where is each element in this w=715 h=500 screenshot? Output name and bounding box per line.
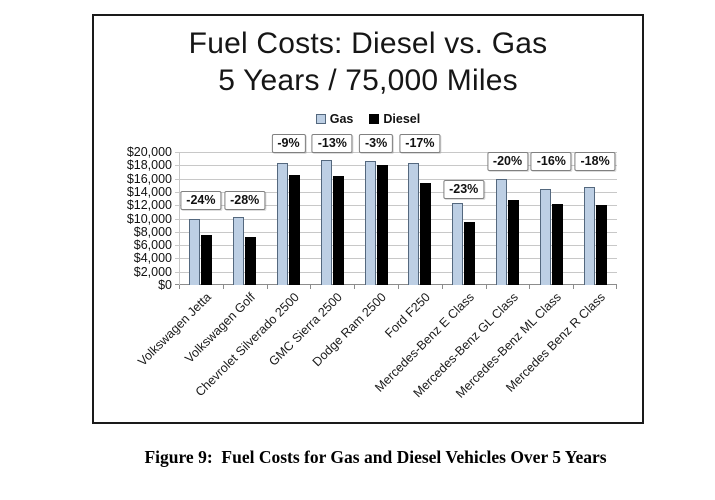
pct-diff-callout: -13%	[311, 134, 353, 154]
gridline	[175, 192, 617, 193]
y-tick-label: $4,000	[133, 251, 172, 266]
y-tick-label: $8,000	[133, 224, 172, 239]
diesel-bar	[245, 236, 257, 285]
bar-group	[529, 152, 573, 285]
diesel-bar	[464, 221, 476, 285]
gridline	[175, 219, 617, 220]
diesel-bar	[595, 204, 607, 285]
gas-bar	[364, 161, 376, 285]
x-axis-tick	[223, 285, 224, 289]
x-axis-tick	[179, 285, 180, 289]
pct-diff-callout: -9%	[271, 134, 306, 154]
plot-area: -24% -28% -9% -13% -3% -17% -23% -20% -16% -18%	[175, 134, 617, 289]
legend-item-gas: Gas	[315, 112, 354, 126]
diesel-bar	[201, 234, 213, 285]
gas-bar	[276, 163, 288, 285]
chart-title-line1: Fuel Costs: Diesel vs. Gas	[188, 27, 548, 60]
bar-group	[267, 152, 311, 285]
x-axis-tick	[616, 285, 617, 289]
y-tick-label: $6,000	[133, 238, 172, 253]
gas-bar	[320, 160, 332, 285]
pct-diff-callout: -20%	[486, 152, 529, 172]
pct-diff-callout: -16%	[530, 152, 572, 172]
x-axis-tick	[486, 285, 487, 289]
gas-bar	[189, 218, 201, 285]
y-tick-label: $14,000	[126, 184, 172, 199]
diesel-bar	[551, 203, 563, 285]
bar-group	[442, 152, 486, 285]
gridline	[175, 272, 617, 273]
y-tick-label: $12,000	[126, 198, 172, 213]
bar-group	[179, 152, 223, 285]
chart-title-line2: 5 Years / 75,000 Miles	[218, 64, 518, 97]
diesel-bar	[332, 175, 344, 285]
gridline	[175, 205, 617, 206]
figure-caption: Figure 9: Fuel Costs for Gas and Diesel …	[144, 447, 607, 467]
diesel-bar	[507, 199, 519, 285]
x-axis-tick	[529, 285, 530, 289]
pct-diff-callout: -17%	[399, 134, 441, 154]
figure-9-chart: Fuel Costs: Diesel vs. Gas 5 Years / 75,…	[92, 14, 644, 424]
legend-item-diesel: Diesel	[369, 112, 420, 126]
y-tick-label: $2,000	[133, 264, 172, 279]
pct-diff-callout: -24%	[180, 190, 222, 210]
gridline	[175, 245, 617, 246]
y-axis-labels: $20,000 $18,000 $16,000 $14,000 $12,000 $10,0…	[94, 145, 174, 292]
gas-bar	[408, 162, 420, 285]
bar-group	[354, 152, 398, 285]
pct-diff-callout: -28%	[224, 190, 266, 210]
y-tick-label: $16,000	[126, 171, 172, 186]
bar-group	[398, 152, 442, 285]
x-axis-tick	[442, 285, 443, 289]
diesel-legend-swatch	[369, 114, 380, 124]
gas-bar	[233, 217, 245, 285]
bar-group	[223, 152, 267, 285]
gas-bar	[539, 188, 551, 285]
gas-bar	[583, 187, 595, 285]
diesel-legend-label: Diesel	[383, 112, 421, 126]
x-axis-tick	[310, 285, 311, 289]
chart-title: Fuel Costs: Diesel vs. Gas 5 Years / 75,…	[94, 25, 642, 99]
bar-group	[573, 152, 617, 285]
x-axis-tick	[398, 285, 399, 289]
chart-legend: Gas Diesel	[94, 112, 642, 126]
gas-bar	[495, 178, 507, 285]
diesel-bar	[376, 165, 388, 285]
bar-group	[310, 152, 354, 285]
pct-diff-callout: -3%	[358, 134, 394, 154]
gas-legend-label: Gas	[329, 112, 354, 126]
x-axis-tick	[267, 285, 268, 289]
pct-diff-callout: -18%	[574, 152, 616, 172]
x-axis-tick	[573, 285, 574, 289]
diesel-bar	[420, 183, 432, 285]
bar-group	[486, 152, 530, 285]
y-tick-label: $18,000	[126, 158, 172, 173]
gas-legend-swatch	[315, 114, 326, 124]
gridline	[175, 258, 617, 259]
x-axis-labels: Volkswagen Jetta Volkswagen Golf Chevrolet…	[135, 285, 617, 421]
gridline	[175, 179, 617, 180]
y-axis-line	[179, 152, 180, 285]
gas-bar	[452, 202, 464, 285]
gridline	[175, 152, 617, 153]
pct-diff-callout: -23%	[443, 180, 485, 200]
y-tick-label: $0	[158, 278, 172, 292]
gridline	[175, 165, 617, 166]
y-tick-label: $20,000	[126, 145, 172, 159]
gridline	[175, 232, 617, 233]
diesel-bar	[288, 174, 300, 285]
y-tick-label: $10,000	[126, 211, 172, 226]
x-axis-line	[175, 284, 617, 285]
x-axis-tick	[354, 285, 355, 289]
